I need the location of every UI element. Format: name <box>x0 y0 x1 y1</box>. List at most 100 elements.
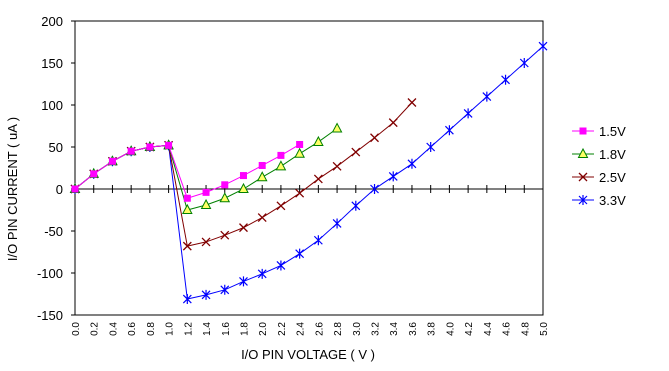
data-point <box>238 182 249 193</box>
series-layer <box>69 41 548 305</box>
data-point <box>463 108 473 119</box>
y-tick-label: 200 <box>41 14 63 29</box>
x-tick-label: 0.8 <box>146 322 157 336</box>
data-point <box>370 184 379 194</box>
y-tick-label: 50 <box>49 140 63 155</box>
data-point <box>182 241 192 251</box>
x-tick-label: 3.4 <box>389 322 400 336</box>
data-point <box>221 181 229 189</box>
data-point <box>275 160 287 171</box>
data-point <box>388 171 398 182</box>
x-tick-label: 2.0 <box>258 322 269 336</box>
data-point <box>295 188 305 198</box>
y-tick-label: 0 <box>56 182 63 197</box>
data-point <box>294 147 305 158</box>
data-point <box>426 142 436 152</box>
x-tick-label: 4.4 <box>483 322 494 336</box>
data-point <box>182 294 192 305</box>
x-tick-label: 4.6 <box>502 322 513 336</box>
x-tick-label: 4.2 <box>464 322 475 336</box>
data-point <box>332 161 342 171</box>
legend-label: 1.8V <box>599 147 626 162</box>
legend-item: 2.5V <box>572 170 626 185</box>
x-tick-label: 3.6 <box>408 322 419 336</box>
data-point <box>201 237 211 247</box>
series-line <box>74 128 338 211</box>
data-point <box>444 125 454 136</box>
data-point <box>219 192 231 203</box>
data-point <box>220 284 230 295</box>
x-tick-label: 3.2 <box>371 322 382 336</box>
x-tick-label: 4.0 <box>445 322 456 336</box>
y-tick-label: -100 <box>37 266 63 281</box>
data-point <box>331 122 343 133</box>
x-tick-label: 0.4 <box>108 322 119 336</box>
data-point <box>257 268 267 279</box>
data-point <box>276 260 286 271</box>
data-point <box>257 213 267 223</box>
x-tick-label: 5.0 <box>539 322 550 336</box>
data-point <box>277 151 285 159</box>
legend-label: 3.3V <box>599 193 626 208</box>
data-point <box>146 143 154 151</box>
x-tick-label: 2.4 <box>296 322 307 336</box>
series-1-5v <box>71 140 304 202</box>
data-point <box>127 147 135 155</box>
x-tick-label: 2.6 <box>314 322 325 336</box>
data-point <box>332 218 342 229</box>
data-point <box>239 223 248 233</box>
y-axis-label: I/O PIN CURRENT ( uA ) <box>5 117 20 261</box>
x-tick-label: 3.8 <box>427 322 438 336</box>
y-tick-label: -50 <box>44 224 63 239</box>
data-point <box>71 185 79 193</box>
series-3-3v <box>70 41 548 305</box>
x-tick-label: 0.2 <box>90 322 101 336</box>
x-tick-label: 3.0 <box>352 322 363 336</box>
data-point <box>313 135 324 146</box>
data-point <box>165 141 173 149</box>
data-point <box>578 172 588 182</box>
data-point <box>407 98 417 107</box>
data-point <box>578 195 588 205</box>
data-point <box>183 194 191 202</box>
x-tick-label: 1.6 <box>221 322 232 336</box>
x-tick-label: 1.2 <box>183 322 194 336</box>
data-point <box>519 58 529 68</box>
data-point <box>108 157 116 165</box>
x-tick-label: 2.2 <box>277 322 288 336</box>
data-point <box>351 147 361 157</box>
legend-item: 1.5V <box>572 124 626 139</box>
data-point <box>296 140 304 148</box>
data-point <box>388 118 398 128</box>
data-point <box>313 174 323 184</box>
y-tick-label: 100 <box>41 98 63 113</box>
data-point <box>181 203 193 214</box>
data-point <box>201 289 211 300</box>
data-point <box>202 188 210 196</box>
data-point <box>407 158 417 169</box>
legend-label: 2.5V <box>599 170 626 185</box>
legend-item: 3.3V <box>572 193 626 208</box>
legend-item: 1.8V <box>572 147 626 162</box>
data-point <box>501 74 510 85</box>
data-point <box>90 170 98 178</box>
data-point <box>370 133 379 143</box>
y-tick-label: 150 <box>41 56 63 71</box>
x-tick-label: 2.8 <box>333 322 344 336</box>
x-tick-label: 0.6 <box>127 322 138 336</box>
data-point <box>258 161 266 169</box>
x-tick-label: 0.0 <box>71 322 82 336</box>
data-point <box>239 276 248 287</box>
x-tick-label: 4.8 <box>520 322 531 336</box>
data-point <box>276 201 286 211</box>
data-point <box>351 200 361 211</box>
axes: -150 -100 -50 0 50 100 150 200 0.0 0.2 0.4 0.6 0.8 1.… <box>37 14 550 336</box>
x-tick-label: 1.0 <box>165 322 176 336</box>
x-tick-label: 1.4 <box>202 322 213 336</box>
y-tick-label: -150 <box>37 308 63 323</box>
data-point <box>295 248 305 259</box>
series-1-8v <box>69 122 343 214</box>
data-point <box>200 198 212 209</box>
legend-label: 1.5V <box>599 124 626 139</box>
